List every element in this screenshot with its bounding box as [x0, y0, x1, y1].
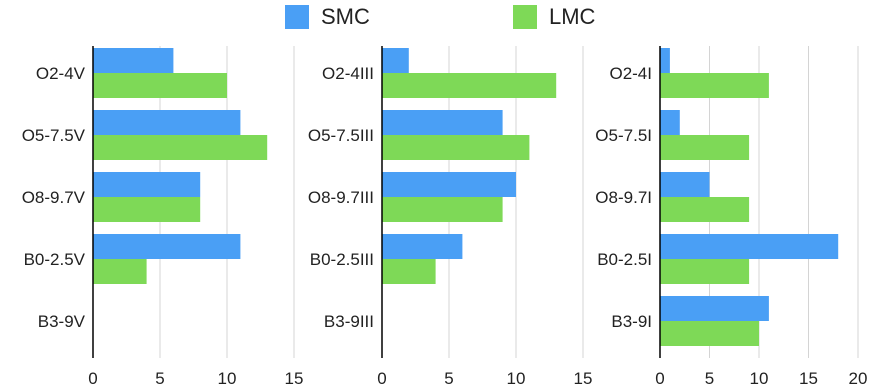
- bar-smc-2-1: [382, 48, 409, 73]
- x-tick-label-2-1: 5: [444, 369, 453, 388]
- chart-legend: SMC LMC: [0, 4, 871, 32]
- x-tick-label-2-0: 0: [377, 369, 386, 388]
- bar-lmc-3-3: [660, 197, 750, 222]
- bar-smc-1-2: [93, 110, 241, 135]
- category-label-3-4: B0-2.5I: [597, 250, 652, 269]
- x-tick-label-3-1: 5: [705, 369, 714, 388]
- legend-item-lmc: LMC: [513, 4, 595, 30]
- bar-lmc-1-4: [93, 259, 147, 284]
- bar-lmc-2-4: [382, 259, 436, 284]
- bar-lmc-2-1: [382, 73, 557, 98]
- bar-lmc-2-2: [382, 135, 530, 160]
- x-tick-label-1-2: 10: [218, 369, 237, 388]
- chart-panel-2: 0 5 10 15 O2-4III O5-7.5III O8-9.7III B0-2.5III…: [308, 46, 593, 388]
- category-label-1-2: O5-7.5V: [22, 126, 86, 145]
- x-tick-label-2-2: 10: [507, 369, 526, 388]
- legend-swatch-lmc: [513, 5, 537, 29]
- chart-panel-1: 0 5 10 15 O2-4V O5-7.5V O8-9.7V B0-2.5V B3-9V: [22, 46, 304, 388]
- bar-smc-1-4: [93, 234, 241, 259]
- x-tick-label-1-1: 5: [155, 369, 164, 388]
- category-label-1-5: B3-9V: [38, 312, 86, 331]
- legend-item-smc: SMC: [285, 4, 370, 30]
- bar-smc-3-2: [660, 110, 680, 135]
- bar-smc-2-4: [382, 234, 463, 259]
- bar-smc-2-2: [382, 110, 503, 135]
- category-label-3-2: O5-7.5I: [595, 126, 652, 145]
- bar-smc-3-1: [660, 48, 670, 73]
- bar-smc-1-1: [93, 48, 174, 73]
- category-label-3-3: O8-9.7I: [595, 188, 652, 207]
- bar-smc-1-3: [93, 172, 201, 197]
- bar-smc-3-4: [660, 234, 839, 259]
- x-tick-label-1-3: 15: [285, 369, 304, 388]
- bar-lmc-3-1: [660, 73, 769, 98]
- category-label-2-4: B0-2.5III: [310, 250, 374, 269]
- bar-lmc-1-2: [93, 135, 268, 160]
- legend-label-smc: SMC: [321, 4, 370, 29]
- x-tick-label-3-4: 20: [849, 369, 868, 388]
- category-label-1-3: O8-9.7V: [22, 188, 86, 207]
- category-label-2-1: O2-4III: [322, 64, 374, 83]
- category-label-1-4: B0-2.5V: [24, 250, 86, 269]
- category-label-3-5: B3-9I: [611, 312, 652, 331]
- bar-smc-3-3: [660, 172, 710, 197]
- bar-lmc-1-1: [93, 73, 227, 98]
- bar-lmc-1-3: [93, 197, 201, 222]
- bar-lmc-3-2: [660, 135, 750, 160]
- x-tick-label-3-2: 10: [750, 369, 769, 388]
- chart-panel-3: 0 5 10 15 20 O2-4I O5-7.5I O8-9.7I B0-2.5I B3-9I: [595, 46, 867, 388]
- x-tick-label-3-3: 15: [799, 369, 818, 388]
- bar-lmc-3-4: [660, 259, 750, 284]
- category-label-2-3: O8-9.7III: [308, 188, 374, 207]
- category-label-3-1: O2-4I: [609, 64, 652, 83]
- bar-lmc-2-3: [382, 197, 503, 222]
- x-tick-label-2-3: 15: [574, 369, 593, 388]
- legend-swatch-smc: [285, 5, 309, 29]
- bar-lmc-3-5: [660, 321, 759, 346]
- category-label-2-2: O5-7.5III: [308, 126, 374, 145]
- bar-smc-2-3: [382, 172, 516, 197]
- x-tick-label-1-0: 0: [88, 369, 97, 388]
- x-tick-label-3-0: 0: [655, 369, 664, 388]
- bar-smc-3-5: [660, 296, 769, 321]
- category-label-2-5: B3-9III: [324, 312, 374, 331]
- legend-label-lmc: LMC: [549, 4, 596, 29]
- category-label-1-1: O2-4V: [36, 64, 86, 83]
